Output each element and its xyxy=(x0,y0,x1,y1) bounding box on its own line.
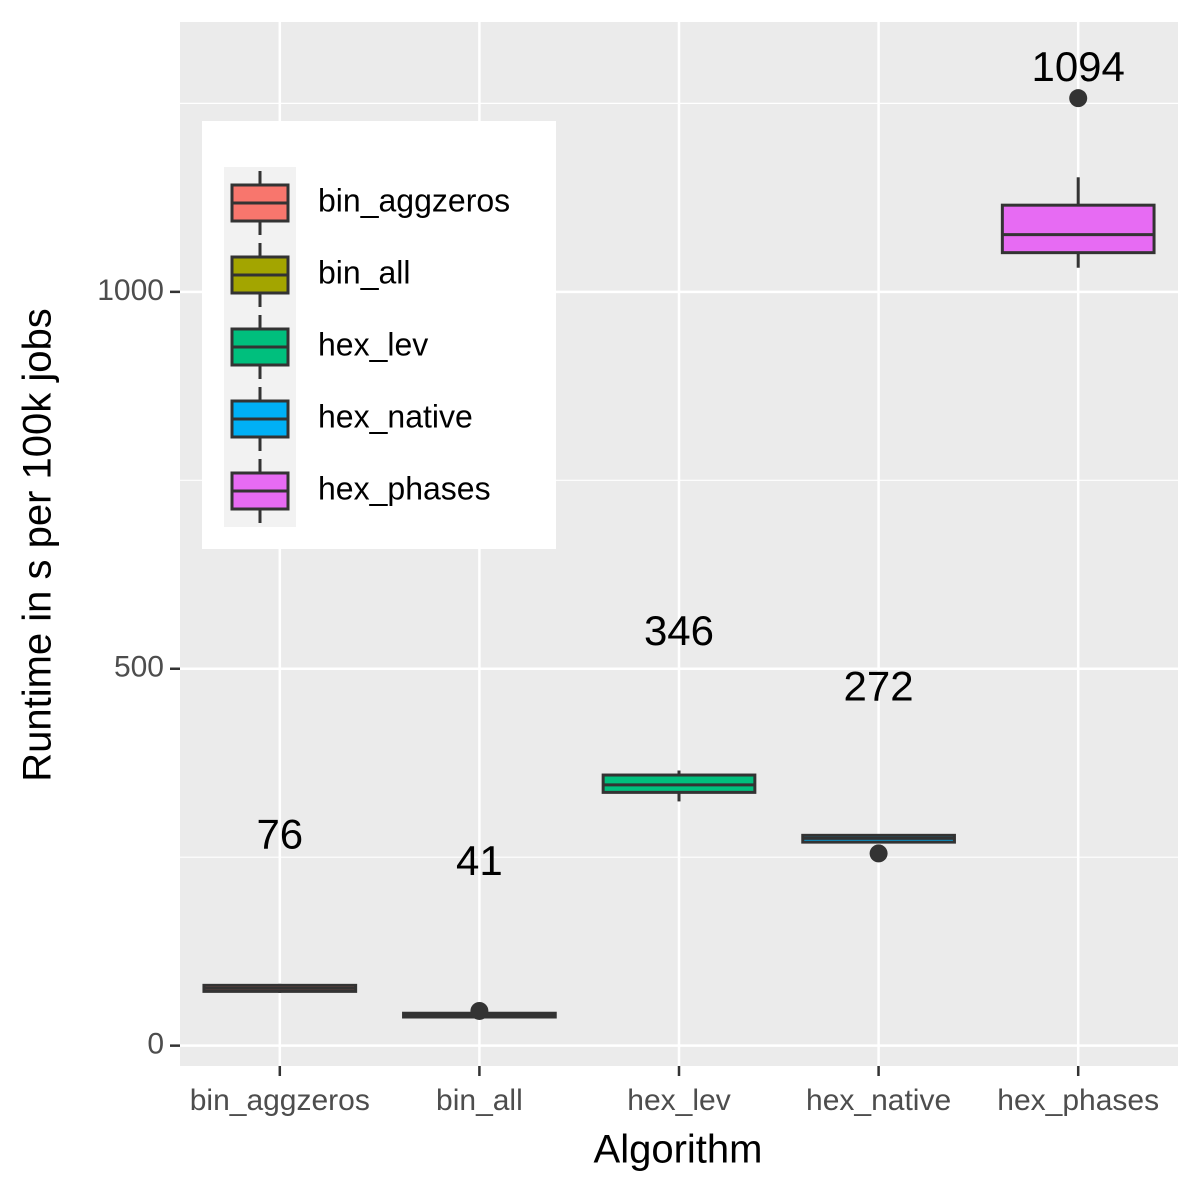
mean-label: 272 xyxy=(844,663,914,710)
legend: bin_aggzeros bin_all hex_lev hex_native hex_… xyxy=(202,121,556,549)
x-tick-label: hex_phases xyxy=(997,1084,1159,1117)
y-tick-label: 0 xyxy=(147,1028,164,1061)
y-tick-label: 500 xyxy=(114,651,164,684)
mean-label: 76 xyxy=(256,810,303,857)
legend-label: bin_aggzeros xyxy=(318,182,510,218)
x-axis-title: Algorithm xyxy=(594,1128,763,1172)
x-tick-label: bin_aggzeros xyxy=(190,1084,370,1117)
box xyxy=(1000,203,1156,255)
x-tick-label: hex_lev xyxy=(627,1084,730,1117)
x-tick-label: hex_native xyxy=(806,1084,951,1117)
legend-label: hex_native xyxy=(318,398,473,434)
outlier xyxy=(1069,89,1088,108)
mean-label: 1094 xyxy=(1031,43,1124,90)
y-axis-title: Runtime in s per 100k jobs xyxy=(16,308,60,782)
outlier xyxy=(869,844,888,863)
mean-label: 41 xyxy=(456,837,503,884)
legend-label: bin_all xyxy=(318,254,411,290)
legend-label: hex_phases xyxy=(318,470,491,506)
y-tick-label: 1000 xyxy=(97,274,164,307)
legend-label: hex_lev xyxy=(318,326,428,362)
x-tick-label: bin_all xyxy=(436,1084,523,1117)
mean-label: 346 xyxy=(644,607,714,654)
outlier xyxy=(470,1001,489,1020)
